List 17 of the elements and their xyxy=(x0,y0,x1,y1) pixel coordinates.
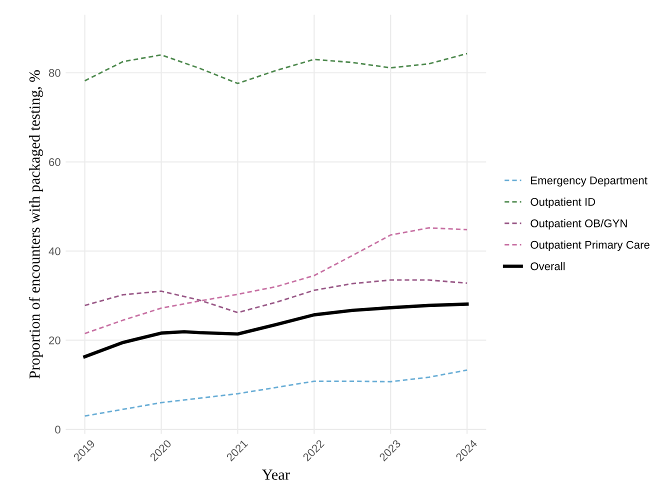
legend-label: Outpatient ID xyxy=(530,198,596,208)
legend-label: Outpatient Primary Care xyxy=(530,240,650,251)
line-series xyxy=(84,227,468,334)
y-tick-label: 80 xyxy=(48,69,60,77)
y-tick-label: 20 xyxy=(49,336,60,344)
legend-label: Overall xyxy=(530,262,565,270)
line-series xyxy=(84,369,468,417)
line-series xyxy=(83,302,469,358)
line-series xyxy=(84,279,468,314)
legend-label: Emergency Department xyxy=(531,176,648,187)
y-tick-label: 0 xyxy=(55,426,60,434)
line-series xyxy=(84,52,468,84)
y-axis-title: Proportion of encounters with packaged testing, % xyxy=(28,70,43,379)
y-tick-label: 40 xyxy=(48,247,60,256)
legend-label: Outpatient OB/GYN xyxy=(530,219,627,230)
x-axis-title: Year xyxy=(262,470,290,480)
y-tick-label: 60 xyxy=(49,158,60,166)
